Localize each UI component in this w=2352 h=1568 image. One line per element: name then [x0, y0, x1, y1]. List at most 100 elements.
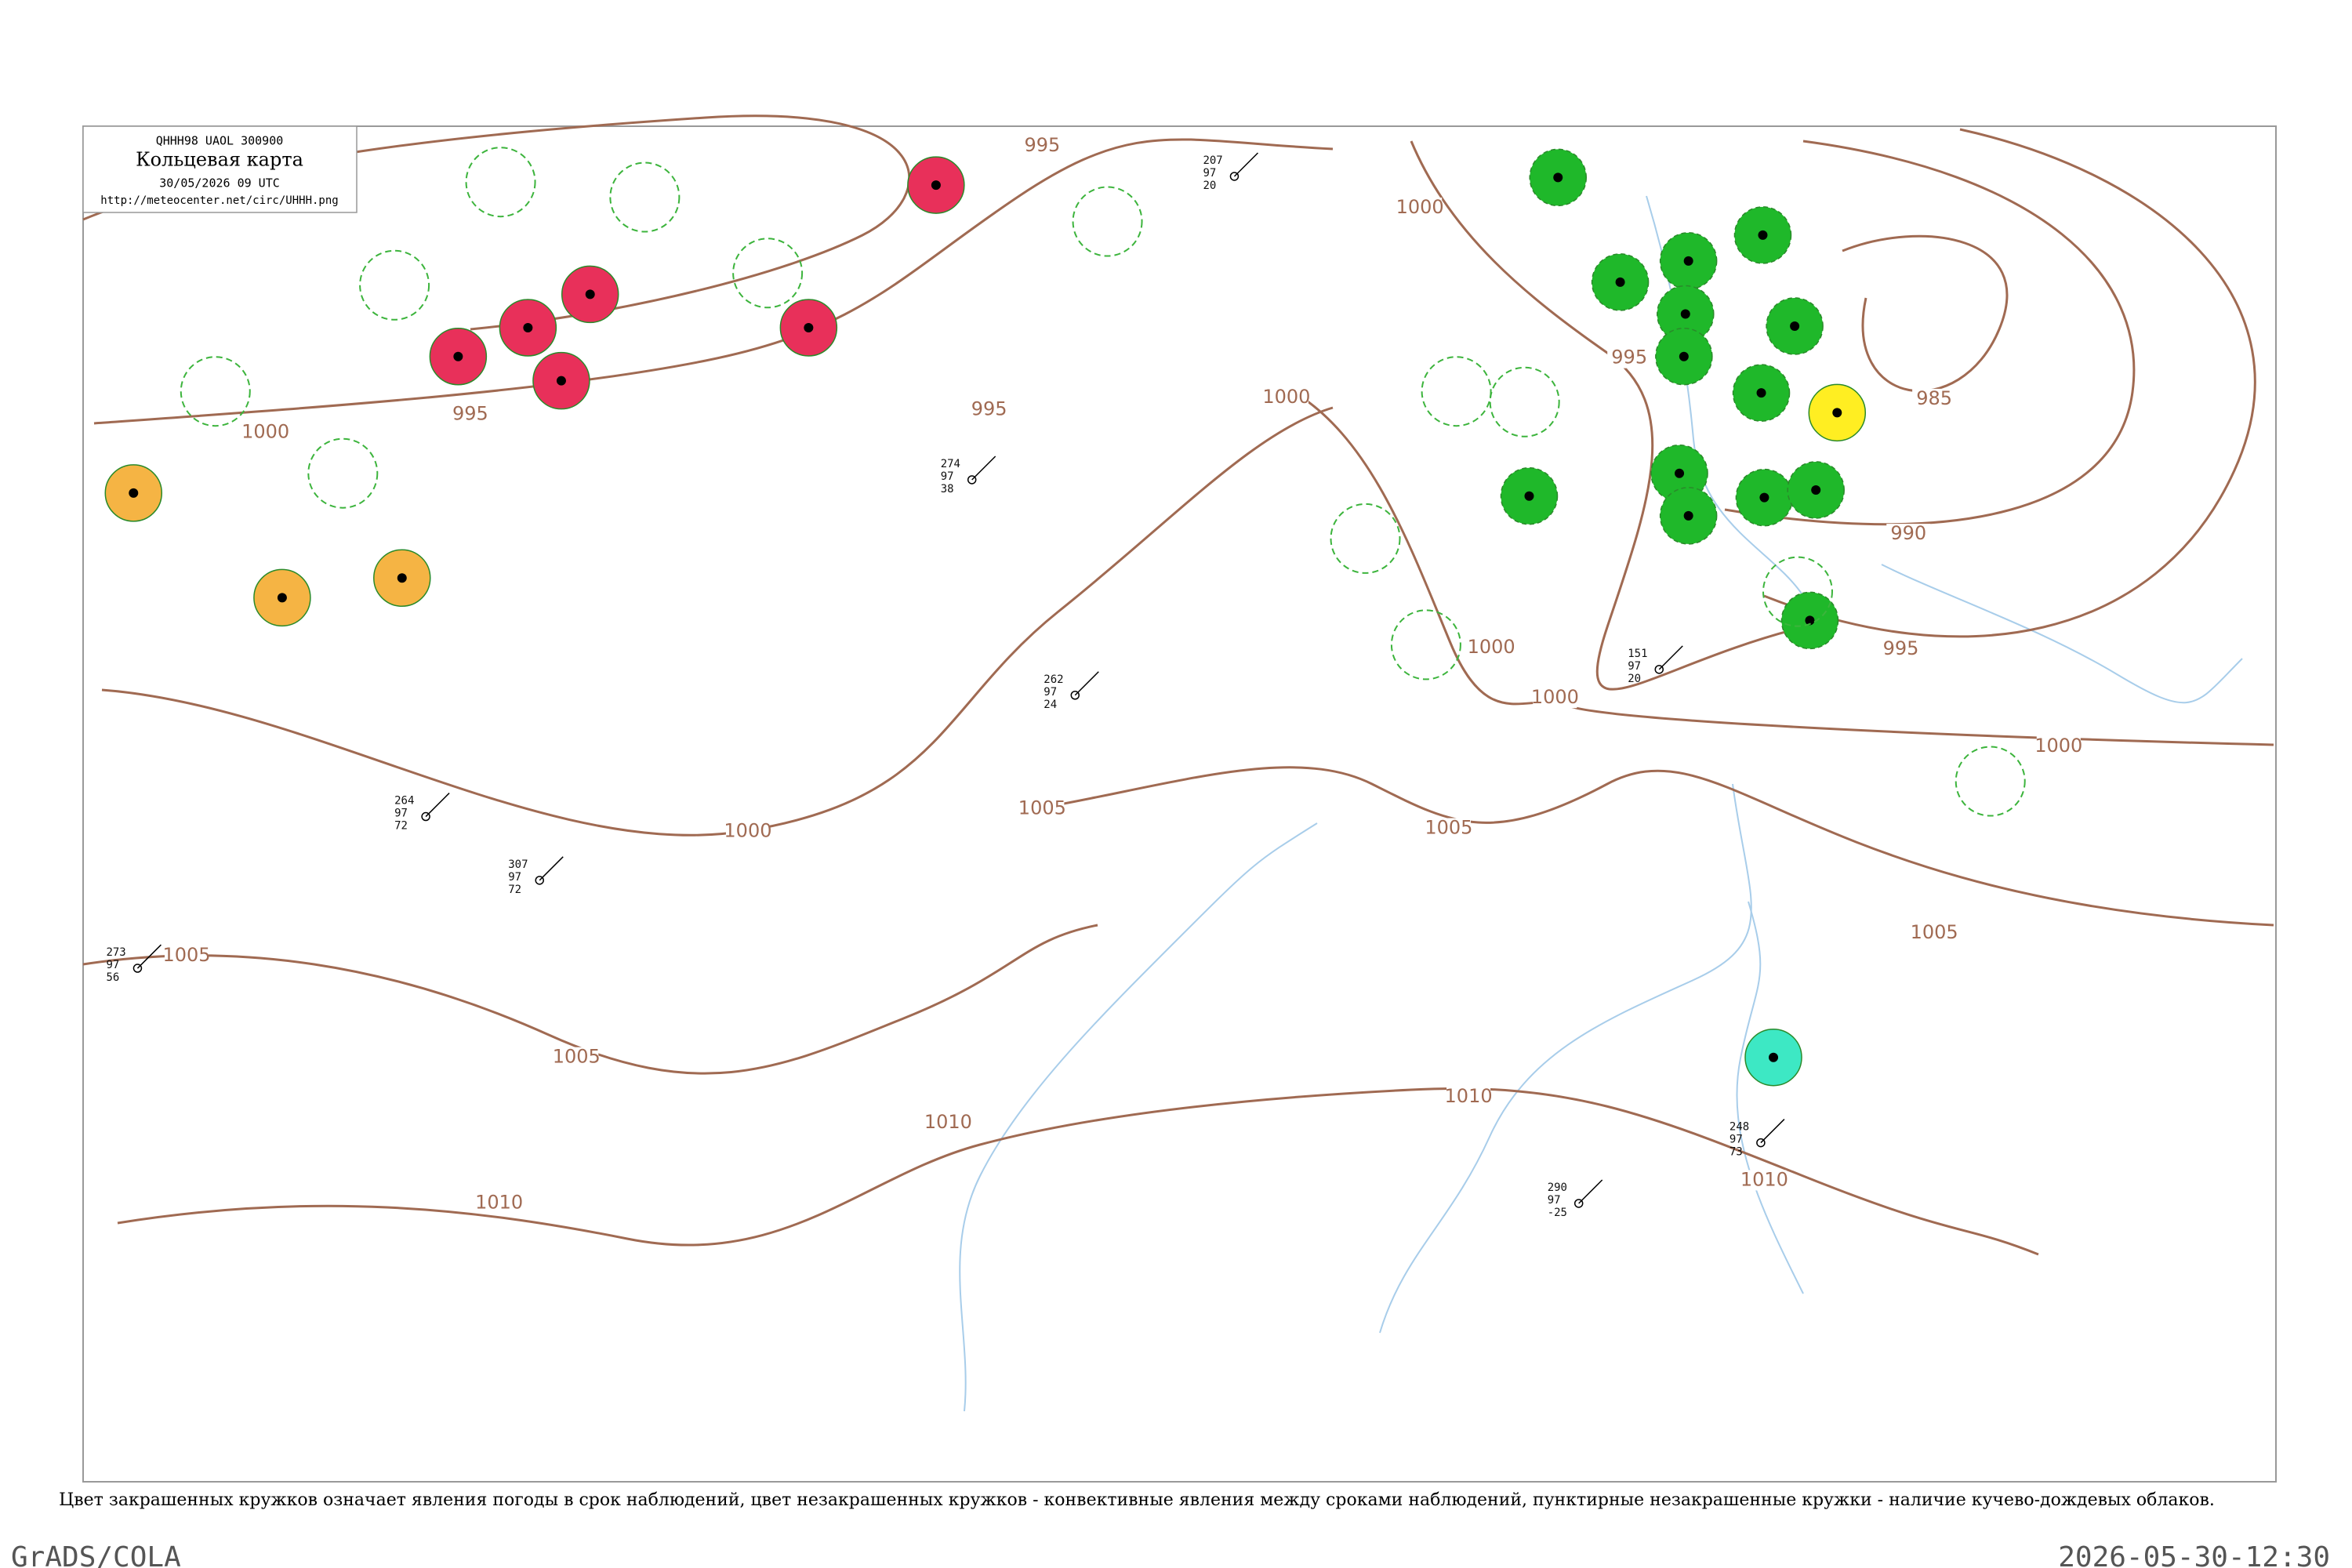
station-value: 97 — [1628, 660, 1641, 673]
station-dot — [556, 376, 566, 386]
isobar-label: 995 — [452, 402, 488, 424]
station-value: 20 — [1628, 673, 1641, 685]
cb-cloud-circle — [609, 162, 681, 233]
isobar-label: 1000 — [1396, 196, 1444, 218]
station-dot — [129, 488, 139, 498]
isobar-labels: 995 1000 995 985 990 995 1000 995 995 1000 1000 100… — [162, 134, 2082, 1214]
isobar — [1842, 234, 2009, 393]
header-title: Кольцевая карта — [136, 149, 303, 171]
cb-cloud-circle — [1421, 356, 1492, 427]
station-dot — [1790, 321, 1800, 332]
isobar-label: 1010 — [1445, 1085, 1493, 1107]
station-value: 20 — [1203, 180, 1216, 192]
isobar — [1042, 766, 2274, 927]
header-date: 30/05/2026 09 UTC — [159, 176, 280, 191]
isobar-label-bg — [477, 1192, 521, 1214]
station-dot — [1769, 1052, 1779, 1062]
station-dot — [1756, 1138, 1766, 1148]
station-value: 97 — [1203, 167, 1216, 180]
station-dot — [523, 322, 533, 332]
station-dot — [1756, 388, 1766, 398]
title-box: QHHH98 UAOL 300900 Кольцевая карта 30/05… — [82, 125, 358, 213]
cb-cloud-circle — [180, 356, 251, 427]
station-dot — [453, 351, 463, 361]
station-value: 38 — [941, 483, 954, 495]
wind-barb — [425, 793, 450, 818]
station-value: 274 — [941, 458, 960, 470]
cb-cloud-circle — [1489, 366, 1560, 437]
isobar-label-bg — [1886, 524, 1931, 545]
isobar-label-bg — [165, 946, 209, 967]
station-dot — [1553, 172, 1563, 183]
wind-barb — [1233, 152, 1258, 177]
isobar-label: 1005 — [1018, 797, 1066, 818]
station-dot — [132, 964, 143, 973]
station-value: 24 — [1044, 699, 1057, 711]
isobar-label-bg — [1878, 639, 1923, 660]
station-dot — [1524, 491, 1534, 501]
station-value: 207 — [1203, 154, 1222, 167]
isobar-label: 995 — [971, 397, 1007, 419]
station-dot — [1654, 665, 1664, 674]
isobar-label-bg — [1398, 198, 1443, 219]
wind-barb — [1658, 645, 1683, 670]
station-value: 72 — [508, 884, 521, 896]
station-value: 262 — [1044, 673, 1063, 686]
station-value: 264 — [394, 795, 414, 808]
isobar-label: 1010 — [924, 1111, 972, 1133]
wind-barb — [539, 856, 564, 881]
station-value: 290 — [1548, 1181, 1567, 1194]
isobar-label-bg — [725, 821, 770, 842]
cb-cloud-circle — [1072, 186, 1143, 257]
station-value: 97 — [394, 808, 408, 820]
station-dot — [535, 876, 544, 885]
isobar-label: 1005 — [553, 1046, 601, 1068]
isobar-label-bg — [448, 404, 492, 425]
wind-barb — [971, 456, 996, 481]
isobar-label-bg — [1264, 387, 1308, 408]
cb-cloud-circle — [1762, 556, 1833, 627]
isobar-label-bg — [967, 399, 1011, 420]
isobar-label-bg — [1446, 1087, 1491, 1108]
isobar-label: 1000 — [2034, 735, 2082, 757]
isobar-label-bg — [1426, 818, 1471, 839]
isobar-label-bg — [1607, 347, 1652, 368]
isobar-label: 1000 — [1468, 636, 1515, 658]
isobar-label: 1000 — [724, 819, 771, 841]
station-dot — [585, 289, 595, 299]
footer-right: 2026-05-30-12:30 — [2058, 1541, 2330, 1568]
isobar — [1410, 140, 1804, 691]
isobar-label: 1010 — [1740, 1168, 1788, 1190]
isobar — [117, 1087, 2039, 1256]
isobar — [1724, 140, 2136, 526]
isobar-label: 995 — [1024, 134, 1060, 156]
isobar-label-bg — [926, 1112, 971, 1133]
station-dot — [1229, 172, 1240, 181]
isobar-label: 995 — [1883, 637, 1919, 659]
station-dot — [1070, 691, 1080, 700]
cb-cloud-circle — [1330, 503, 1401, 574]
cb-cloud-circle — [307, 437, 379, 509]
station-value: 273 — [106, 946, 125, 959]
cb-cloud-circle — [1390, 609, 1461, 681]
caption: Цвет закрашенных кружков означает явлени… — [59, 1490, 2215, 1510]
header-code: QHHH98 UAOL 300900 — [156, 134, 284, 148]
station-dot — [1683, 510, 1693, 521]
station-dot — [397, 573, 407, 583]
station-value: 56 — [106, 971, 119, 984]
station-value: 97 — [1548, 1194, 1561, 1207]
isobar — [1763, 128, 2256, 638]
cb-cloud-circle — [359, 249, 430, 321]
isobar-label: 990 — [1890, 522, 1926, 544]
isobar-label-bg — [1912, 923, 1957, 944]
station-dot — [1805, 615, 1815, 626]
station-dot — [1759, 492, 1769, 503]
rivers — [959, 195, 2243, 1412]
station-value: 97 — [508, 871, 521, 884]
wind-barb — [1074, 671, 1099, 696]
isobar-label: 1010 — [475, 1191, 523, 1213]
isobar-label-bg — [1742, 1170, 1787, 1191]
isobar-label-bg — [2036, 736, 2081, 757]
station-dot — [967, 475, 977, 485]
